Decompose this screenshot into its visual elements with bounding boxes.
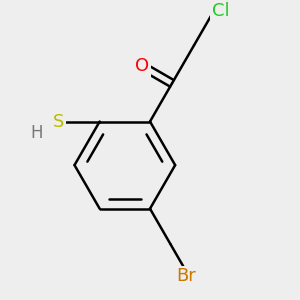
Text: H: H <box>30 124 43 142</box>
Text: S: S <box>53 112 64 130</box>
Text: O: O <box>135 57 149 75</box>
Text: Br: Br <box>176 267 196 285</box>
Text: Cl: Cl <box>212 2 230 20</box>
